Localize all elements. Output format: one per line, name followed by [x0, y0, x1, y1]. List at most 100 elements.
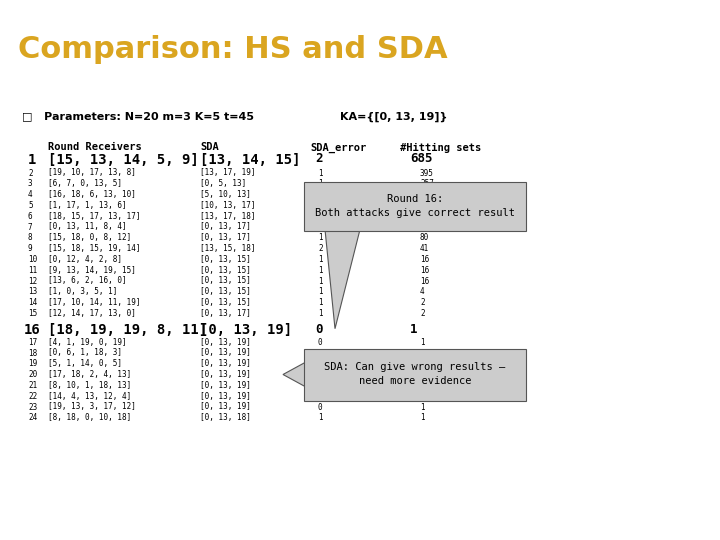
Text: [17, 18, 2, 4, 13]: [17, 18, 2, 4, 13]: [48, 370, 131, 379]
Text: [1, 17, 1, 13, 6]: [1, 17, 1, 13, 6]: [48, 201, 127, 210]
Text: [0, 13, 19]: [0, 13, 19]: [200, 323, 292, 337]
Text: 5: 5: [28, 201, 32, 210]
Text: [8, 10, 1, 18, 13]: [8, 10, 1, 18, 13]: [48, 381, 131, 390]
Text: 1: 1: [420, 338, 425, 347]
Text: 1: 1: [318, 309, 323, 318]
Text: 23: 23: [28, 402, 37, 411]
Text: [13, 6, 2, 16, 0]: [13, 6, 2, 16, 0]: [48, 276, 127, 286]
FancyBboxPatch shape: [304, 181, 526, 231]
Text: [13, 17, 19]: [13, 17, 19]: [200, 168, 256, 178]
Text: 1: 1: [420, 370, 425, 379]
Text: 1: 1: [318, 298, 323, 307]
Text: 6: 6: [28, 212, 32, 221]
Text: 11: 11: [28, 266, 37, 275]
Text: 1: 1: [318, 266, 323, 275]
Text: 2: 2: [318, 190, 323, 199]
Text: 14: 14: [28, 298, 37, 307]
Text: 4: 4: [420, 287, 425, 296]
Text: 2: 2: [420, 298, 425, 307]
Text: 0: 0: [318, 392, 323, 401]
Text: [0, 12, 4, 2, 8]: [0, 12, 4, 2, 8]: [48, 255, 122, 264]
Text: 41: 41: [420, 244, 429, 253]
Text: 80: 80: [420, 233, 429, 242]
Text: 17: 17: [28, 338, 37, 347]
Text: □   Parameters: N=20 m=3 K=5 t=45: □ Parameters: N=20 m=3 K=5 t=45: [22, 111, 254, 122]
Text: 0: 0: [315, 323, 323, 336]
Text: [0, 13, 18]: [0, 13, 18]: [200, 413, 251, 422]
Text: [0, 13, 19]: [0, 13, 19]: [200, 359, 251, 368]
Text: [0, 13, 11, 8, 4]: [0, 13, 11, 8, 4]: [48, 222, 127, 232]
Text: 0: 0: [318, 359, 323, 368]
Text: [10, 13, 17]: [10, 13, 17]: [200, 201, 256, 210]
Text: 2: 2: [420, 309, 425, 318]
Text: 7: 7: [28, 222, 32, 232]
Text: [0, 13, 17]: [0, 13, 17]: [200, 233, 251, 242]
Text: 1: 1: [420, 402, 425, 411]
Polygon shape: [325, 230, 360, 329]
Text: 12: 12: [28, 276, 37, 286]
Text: [5, 1, 14, 0, 5]: [5, 1, 14, 0, 5]: [48, 359, 122, 368]
Text: 10: 10: [28, 255, 37, 264]
Text: 1: 1: [420, 381, 425, 390]
Text: 1: 1: [420, 392, 425, 401]
Text: [9, 13, 14, 19, 15]: [9, 13, 14, 19, 15]: [48, 266, 136, 275]
Text: [4, 1, 19, 0, 19]: [4, 1, 19, 0, 19]: [48, 338, 127, 347]
Text: [0, 13, 17]: [0, 13, 17]: [200, 309, 251, 318]
Text: [0, 13, 15]: [0, 13, 15]: [200, 266, 251, 275]
Text: [12, 14, 17, 13, 0]: [12, 14, 17, 13, 0]: [48, 309, 136, 318]
Text: [5, 10, 13]: [5, 10, 13]: [200, 190, 251, 199]
Text: #Hitting sets: #Hitting sets: [400, 143, 481, 152]
Text: [0, 13, 15]: [0, 13, 15]: [200, 255, 251, 264]
Text: [19, 10, 17, 13, 8]: [19, 10, 17, 13, 8]: [48, 168, 136, 178]
Text: 175: 175: [420, 212, 434, 221]
Text: 19: 19: [28, 359, 37, 368]
Text: [0, 13, 19]: [0, 13, 19]: [200, 370, 251, 379]
Text: [18, 19, 19, 8, 11]: [18, 19, 19, 8, 11]: [48, 323, 207, 337]
Text: 16: 16: [420, 276, 429, 286]
Text: 1: 1: [318, 179, 323, 188]
Text: 1: 1: [318, 222, 323, 232]
Text: 257: 257: [420, 179, 434, 188]
Text: [0, 13, 19]: [0, 13, 19]: [200, 392, 251, 401]
Text: SDA: Can give wrong results –
need more evidence: SDA: Can give wrong results – need more …: [325, 362, 505, 387]
Text: 4: 4: [28, 190, 32, 199]
Text: 395: 395: [420, 168, 434, 178]
Text: 1: 1: [318, 233, 323, 242]
Text: [13, 17, 18]: [13, 17, 18]: [200, 212, 256, 221]
Text: 9: 9: [28, 244, 32, 253]
Text: 1: 1: [28, 152, 37, 166]
Text: 21: 21: [28, 381, 37, 390]
Text: [0, 13, 15]: [0, 13, 15]: [200, 298, 251, 307]
Text: [0, 13, 19]: [0, 13, 19]: [200, 402, 251, 411]
Text: [0, 13, 15]: [0, 13, 15]: [200, 287, 251, 296]
Text: 15: 15: [28, 309, 37, 318]
Text: 1: 1: [318, 413, 323, 422]
Text: 2: 2: [315, 152, 323, 165]
Text: 1: 1: [410, 323, 418, 336]
Text: 1: 1: [420, 359, 425, 368]
Text: 0: 0: [318, 370, 323, 379]
FancyBboxPatch shape: [304, 348, 526, 401]
Text: KA={[0, 13, 19]}: KA={[0, 13, 19]}: [340, 111, 448, 122]
Text: 1: 1: [420, 348, 425, 357]
Text: Comparison: HS and SDA: Comparison: HS and SDA: [18, 35, 448, 64]
Text: 1: 1: [420, 413, 425, 422]
Text: 1: 1: [318, 168, 323, 178]
Text: 179: 179: [420, 201, 434, 210]
Text: [0, 13, 19]: [0, 13, 19]: [200, 338, 251, 347]
Text: [8, 18, 0, 10, 18]: [8, 18, 0, 10, 18]: [48, 413, 131, 422]
Text: 13: 13: [28, 287, 37, 296]
Text: 0: 0: [318, 402, 323, 411]
Text: 16: 16: [24, 323, 41, 337]
Text: [13, 15, 18]: [13, 15, 18]: [200, 244, 256, 253]
Text: 0: 0: [318, 348, 323, 357]
Text: [0, 13, 17]: [0, 13, 17]: [200, 222, 251, 232]
Text: 1: 1: [318, 255, 323, 264]
Text: 20: 20: [28, 370, 37, 379]
Text: 203: 203: [420, 190, 434, 199]
Text: 0: 0: [318, 338, 323, 347]
Text: [0, 13, 19]: [0, 13, 19]: [200, 348, 251, 357]
Text: 16: 16: [420, 266, 429, 275]
Text: [0, 13, 15]: [0, 13, 15]: [200, 276, 251, 286]
Text: 24: 24: [28, 413, 37, 422]
